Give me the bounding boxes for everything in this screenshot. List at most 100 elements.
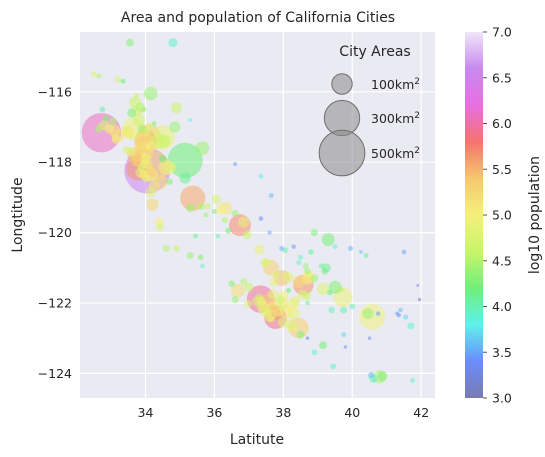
city-point bbox=[216, 204, 227, 215]
city-point bbox=[417, 297, 422, 302]
city-point bbox=[192, 233, 198, 239]
city-point bbox=[316, 282, 330, 295]
city-point bbox=[163, 161, 177, 174]
city-point bbox=[310, 274, 319, 283]
city-point bbox=[143, 128, 152, 137]
city-point bbox=[159, 155, 167, 163]
colorbar-tick-label: 4.5 bbox=[492, 253, 512, 268]
city-point bbox=[292, 275, 305, 288]
x-tick-label: 42 bbox=[413, 405, 429, 420]
city-point bbox=[162, 244, 170, 252]
city-point bbox=[263, 309, 272, 318]
city-point bbox=[142, 174, 151, 182]
city-point bbox=[195, 141, 210, 155]
city-point bbox=[375, 311, 381, 316]
city-point bbox=[221, 217, 228, 224]
legend: City Areas 100km2 300km2 500km2 bbox=[318, 44, 420, 177]
city-point bbox=[122, 145, 131, 154]
city-point bbox=[166, 178, 173, 185]
city-point bbox=[368, 371, 375, 379]
city-point bbox=[359, 250, 363, 254]
y-tick-label: −122 bbox=[38, 295, 72, 310]
city-point bbox=[302, 291, 312, 301]
city-point bbox=[143, 86, 158, 101]
city-point bbox=[233, 161, 238, 167]
city-point bbox=[305, 300, 310, 306]
city-point bbox=[296, 260, 302, 266]
city-point bbox=[291, 244, 296, 249]
legend-title: City Areas bbox=[339, 44, 410, 60]
x-tick-labels: 34 36 38 40 42 bbox=[138, 405, 430, 420]
city-point bbox=[120, 78, 126, 84]
city-point bbox=[304, 268, 311, 275]
city-point bbox=[240, 278, 248, 286]
city-point bbox=[196, 202, 205, 211]
city-point bbox=[298, 254, 304, 260]
city-point bbox=[367, 336, 372, 340]
city-point bbox=[282, 271, 294, 283]
city-point bbox=[186, 251, 194, 260]
city-point bbox=[362, 307, 374, 320]
city-point bbox=[90, 71, 97, 78]
city-point bbox=[279, 245, 285, 251]
colorbar bbox=[465, 32, 483, 398]
y-tick-labels: −124 −122 −120 −118 −116 bbox=[38, 84, 72, 381]
colorbar-tick-label: 5.5 bbox=[492, 162, 512, 177]
y-axis-label: Longtitude bbox=[10, 177, 26, 252]
legend-size-marker bbox=[318, 129, 366, 177]
city-point bbox=[146, 198, 159, 211]
city-point bbox=[272, 270, 281, 279]
colorbar-label: log10 population bbox=[527, 156, 543, 274]
city-point bbox=[114, 76, 122, 83]
city-point bbox=[318, 263, 324, 269]
city-point bbox=[310, 229, 318, 237]
city-point bbox=[134, 92, 140, 98]
city-point bbox=[156, 223, 164, 232]
plot-area bbox=[80, 32, 435, 398]
city-point bbox=[169, 121, 181, 133]
city-point bbox=[99, 106, 106, 113]
city-point bbox=[311, 349, 318, 356]
city-point bbox=[228, 280, 235, 287]
city-point bbox=[326, 289, 333, 296]
city-point bbox=[277, 316, 289, 328]
city-point bbox=[341, 332, 347, 338]
city-point bbox=[336, 285, 344, 293]
city-point bbox=[108, 117, 117, 126]
city-point bbox=[268, 193, 274, 199]
legend-entry-label: 100km2 bbox=[371, 77, 420, 92]
legend-entry-superscript: 2 bbox=[414, 77, 420, 87]
city-point bbox=[332, 244, 338, 249]
y-tick-label: −118 bbox=[38, 155, 72, 170]
city-point bbox=[141, 106, 147, 112]
city-point bbox=[410, 377, 416, 383]
x-tick-label: 40 bbox=[344, 405, 360, 420]
city-point bbox=[173, 245, 180, 252]
city-point bbox=[167, 142, 203, 179]
city-point bbox=[290, 296, 301, 307]
city-point bbox=[211, 208, 217, 214]
city-point bbox=[170, 102, 183, 114]
city-point bbox=[286, 288, 292, 294]
city-point bbox=[401, 249, 407, 255]
colorbar-tick-labels: 3.0 3.5 4.0 4.5 5.0 5.5 6.0 6.5 7.0 bbox=[483, 25, 512, 406]
city-point bbox=[126, 130, 134, 138]
y-tick-label: −120 bbox=[38, 225, 72, 240]
city-point bbox=[349, 303, 356, 310]
city-point bbox=[204, 202, 211, 210]
x-tick-label: 34 bbox=[138, 405, 154, 420]
city-point bbox=[244, 282, 254, 292]
y-tick-label: −124 bbox=[38, 366, 72, 381]
city-point bbox=[231, 295, 239, 303]
city-point bbox=[102, 114, 110, 122]
city-point bbox=[211, 194, 221, 204]
city-point bbox=[145, 141, 156, 152]
legend-size-marker bbox=[331, 73, 353, 95]
colorbar-tick-label: 7.0 bbox=[492, 25, 512, 40]
city-point bbox=[260, 258, 269, 267]
city-point bbox=[302, 263, 309, 269]
city-point bbox=[126, 38, 134, 47]
city-point bbox=[200, 263, 205, 269]
city-point bbox=[143, 160, 153, 170]
